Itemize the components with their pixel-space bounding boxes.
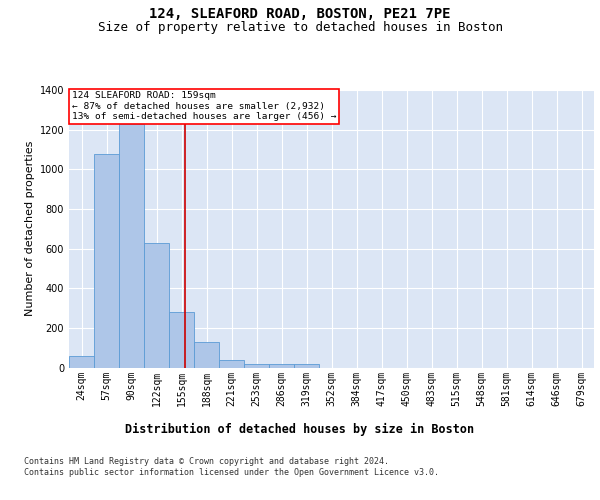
Bar [194,342,219,367]
Text: Size of property relative to detached houses in Boston: Size of property relative to detached ho… [97,21,503,34]
Bar [144,242,169,368]
Bar [219,360,244,368]
Text: Contains HM Land Registry data © Crown copyright and database right 2024.
Contai: Contains HM Land Registry data © Crown c… [24,458,439,477]
Text: Distribution of detached houses by size in Boston: Distribution of detached houses by size … [125,422,475,436]
Bar [294,364,319,368]
Bar [169,312,194,368]
Text: 124, SLEAFORD ROAD, BOSTON, PE21 7PE: 124, SLEAFORD ROAD, BOSTON, PE21 7PE [149,8,451,22]
Bar [244,364,269,368]
Bar [69,356,94,368]
Text: 124 SLEAFORD ROAD: 159sqm
← 87% of detached houses are smaller (2,932)
13% of se: 124 SLEAFORD ROAD: 159sqm ← 87% of detac… [71,92,336,121]
Bar [119,124,144,368]
Y-axis label: Number of detached properties: Number of detached properties [25,141,35,316]
Bar [269,364,294,368]
Bar [94,154,119,368]
